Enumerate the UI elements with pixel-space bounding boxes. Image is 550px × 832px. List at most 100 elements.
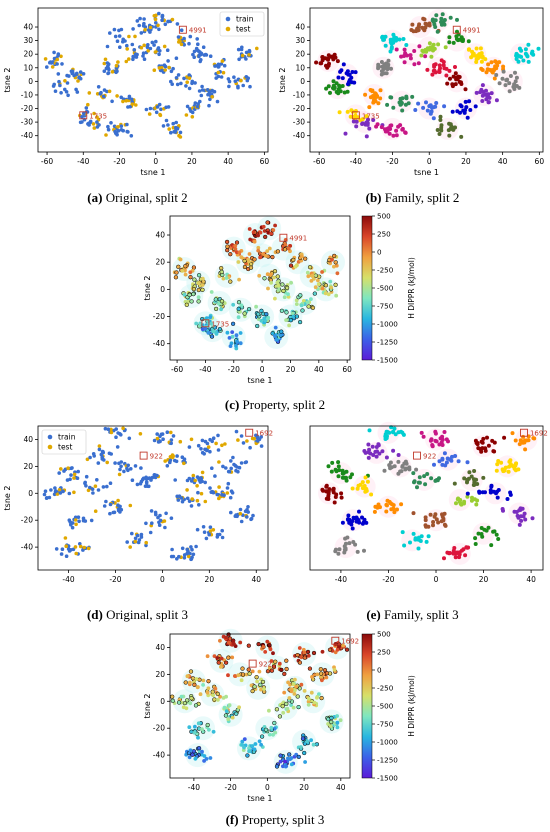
- data-point: [129, 467, 133, 471]
- data-point: [59, 54, 63, 59]
- data-point: [397, 37, 402, 42]
- data-point: [128, 104, 132, 109]
- x-tick-label: 20: [286, 365, 296, 374]
- data-point: [266, 230, 271, 235]
- data-point: [388, 95, 393, 100]
- data-point: [188, 275, 193, 280]
- data-point: [462, 499, 467, 504]
- data-point: [465, 491, 470, 496]
- data-point: [116, 60, 120, 64]
- data-point: [193, 703, 199, 708]
- data-point: [225, 330, 230, 335]
- data-point: [204, 536, 209, 541]
- data-point: [277, 661, 282, 666]
- caption-c: (c) Property, split 2: [0, 397, 550, 413]
- data-point: [130, 531, 134, 536]
- caption-a: (a) Original, split 2: [0, 190, 275, 206]
- data-point: [433, 25, 438, 29]
- data-point: [500, 507, 505, 511]
- data-point: [132, 48, 137, 52]
- data-point: [139, 31, 144, 35]
- data-point: [326, 292, 331, 297]
- data-point: [133, 536, 138, 541]
- data-point: [508, 492, 513, 497]
- data-point: [184, 113, 189, 117]
- data-point: [188, 34, 193, 39]
- data-point: [143, 484, 148, 488]
- data-point: [521, 514, 526, 519]
- data-point: [173, 458, 177, 463]
- data-point: [152, 438, 157, 443]
- data-point: [74, 522, 78, 527]
- data-point: [517, 46, 522, 51]
- data-point: [144, 543, 148, 548]
- data-point: [357, 509, 361, 514]
- data-point: [350, 486, 355, 491]
- data-point: [101, 94, 106, 99]
- data-point: [382, 468, 387, 473]
- data-point: [236, 300, 242, 305]
- data-point: [362, 517, 367, 522]
- data-point: [280, 704, 285, 709]
- data-point: [219, 307, 223, 312]
- data-point: [368, 95, 373, 100]
- data-point: [400, 96, 405, 101]
- data-point: [429, 476, 434, 481]
- data-point: [57, 488, 62, 492]
- data-point: [185, 551, 189, 556]
- data-point: [346, 513, 351, 518]
- data-point: [65, 73, 69, 78]
- data-point: [376, 64, 381, 69]
- data-point: [465, 545, 470, 550]
- data-point: [514, 84, 519, 88]
- data-point: [289, 703, 293, 707]
- scatter-plot-b: -60 -40 -20 0 20 40 60-40-30-20-10010203040tsn…: [278, 7, 544, 177]
- data-point: [329, 469, 334, 474]
- data-point: [69, 523, 73, 527]
- data-point: [350, 70, 355, 74]
- data-point: [161, 124, 166, 128]
- data-point: [262, 687, 266, 691]
- data-point: [279, 667, 284, 673]
- data-point: [227, 640, 231, 645]
- colorbar-tick-label: -1000: [377, 738, 398, 747]
- data-point: [207, 89, 212, 94]
- data-point: [101, 485, 106, 489]
- data-point: [118, 432, 122, 436]
- data-point: [318, 667, 323, 672]
- data-point: [283, 759, 287, 764]
- data-point: [64, 544, 68, 548]
- data-point: [343, 546, 348, 551]
- data-point: [171, 554, 176, 559]
- data-point: [208, 97, 212, 102]
- data-point: [333, 547, 338, 552]
- x-axis-label: tsne 1: [414, 168, 439, 177]
- data-point: [456, 496, 461, 501]
- data-point: [158, 49, 162, 53]
- data-point: [294, 302, 299, 306]
- data-point: [372, 509, 377, 514]
- data-point: [439, 20, 443, 24]
- data-point: [88, 120, 93, 125]
- data-point: [339, 68, 344, 73]
- annotation-label: 1692: [530, 430, 548, 438]
- data-point: [166, 19, 170, 24]
- data-point: [240, 742, 244, 747]
- y-axis-label: tsne 2: [143, 694, 152, 719]
- data-point: [188, 270, 193, 275]
- data-point: [455, 17, 459, 22]
- data-point: [526, 59, 531, 64]
- data-point: [252, 684, 257, 689]
- data-point: [178, 130, 183, 135]
- data-point: [437, 132, 442, 136]
- panel-d: -40 -20 0 20 40 -40 -20 0 20 40 tsne 2 1692 922 train…: [0, 418, 275, 598]
- data-point: [187, 755, 192, 760]
- data-point: [224, 709, 229, 713]
- data-point: [104, 499, 108, 504]
- data-point: [137, 23, 141, 28]
- data-point: [444, 66, 449, 71]
- data-point: [439, 128, 444, 133]
- data-point: [428, 103, 433, 108]
- data-point: [82, 111, 86, 116]
- data-point: [254, 675, 259, 680]
